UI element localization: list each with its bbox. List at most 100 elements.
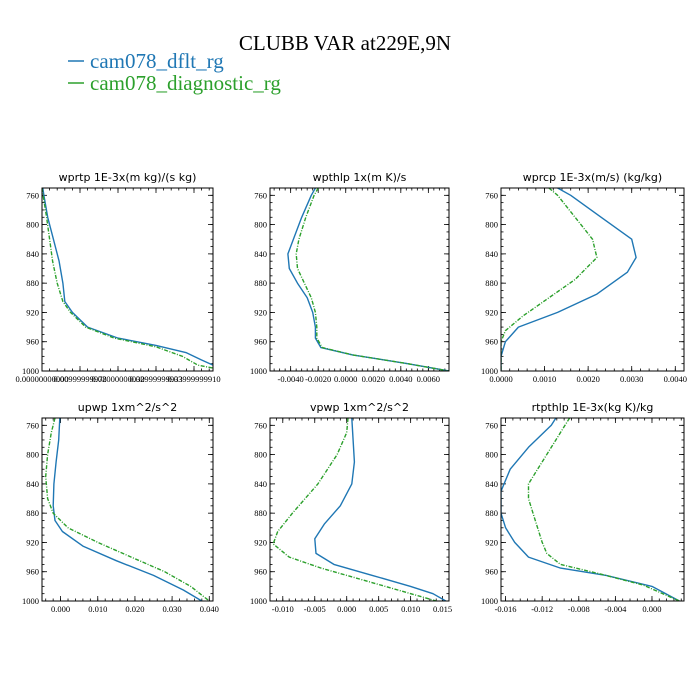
- plot-frame: [500, 417, 685, 602]
- x-tick-label: 0.02000000030: [91, 374, 144, 384]
- x-tick-label: 0.030: [163, 604, 182, 614]
- x-tick-label: 0.0040: [389, 374, 412, 384]
- y-tick-label: 800: [485, 450, 498, 460]
- panel-upwp: upwp 1xm^2/s^2 760 800 840 880 920 960 1000 0.00…: [22, 401, 219, 614]
- panel-vpwp: vpwp 1xm^2/s^2 760 800 840 880 920 960 1000 -0.0…: [250, 401, 452, 614]
- y-tick-label: 880: [26, 278, 39, 288]
- y-tick-label: 840: [254, 249, 267, 259]
- x-tick-label: -0.0040: [278, 374, 304, 384]
- x-tick-label: 0.0020: [576, 374, 599, 384]
- x-tick-label: -0.012: [531, 604, 553, 614]
- x-tick-label: -0.004: [604, 604, 627, 614]
- series-line-diagnostic: [42, 188, 213, 369]
- y-tick-label: 1000: [22, 596, 39, 606]
- y-tick-label: 960: [26, 337, 39, 347]
- y-tick-label: 760: [485, 190, 498, 200]
- x-tick-label: 0.00000000000: [15, 374, 68, 384]
- y-tick-label: 880: [254, 508, 267, 518]
- panel-wprtp: wprtp 1E-3x(m kg)/(s kg) 760 800 840 880 920 9…: [15, 171, 220, 384]
- y-tick-label: 920: [485, 537, 498, 547]
- y-tick-label: 960: [254, 337, 267, 347]
- y-tick-label: 960: [485, 567, 498, 577]
- x-tick-label: 0.015: [433, 604, 452, 614]
- y-tick-label: 1000: [250, 596, 267, 606]
- y-tick-label: 760: [26, 420, 39, 430]
- y-tick-label: 760: [26, 190, 39, 200]
- y-tick-label: 760: [254, 190, 267, 200]
- y-tick-label: 880: [254, 278, 267, 288]
- y-tick-label: 960: [26, 567, 39, 577]
- y-tick-label: 920: [485, 307, 498, 317]
- y-tick-label: 920: [26, 537, 39, 547]
- panel-title: vpwp 1xm^2/s^2: [310, 401, 409, 414]
- series-line-diagnostic: [45, 418, 210, 601]
- series-line-dflt: [52, 418, 203, 601]
- x-tick-label: 0.010: [88, 604, 107, 614]
- y-tick-label: 1000: [250, 366, 267, 376]
- x-tick-label: 0.03999999910: [167, 374, 220, 384]
- x-tick-label: -0.005: [304, 604, 326, 614]
- series-line-dflt: [501, 418, 680, 601]
- x-tick-label: 0.0040: [664, 374, 687, 384]
- y-tick-label: 880: [485, 508, 498, 518]
- x-tick-label: 0.040: [200, 604, 219, 614]
- figure-title: CLUBB VAR at229E,9N: [239, 31, 451, 55]
- panel-title: rtpthlp 1E-3x(kg K)/kg: [532, 401, 654, 414]
- x-tick-label: 0.00999999978: [53, 374, 106, 384]
- panel-wpthlp: wpthlp 1x(m K)/s 760 800 840 880 920 960 1000 -0…: [250, 171, 450, 384]
- x-tick-label: 0.000: [51, 604, 70, 614]
- series-line-diagnostic: [501, 188, 598, 371]
- plot-frame: [500, 187, 685, 372]
- y-tick-label: 800: [254, 220, 267, 230]
- x-tick-label: -0.008: [568, 604, 590, 614]
- y-tick-label: 840: [254, 479, 267, 489]
- legend-label-diagnostic: cam078_diagnostic_rg: [90, 71, 281, 95]
- y-tick-label: 840: [485, 479, 498, 489]
- panel-title: wpthlp 1x(m K)/s: [313, 171, 407, 184]
- y-tick-label: 1000: [481, 596, 498, 606]
- x-tick-label: 0.000: [642, 604, 661, 614]
- x-tick-label: 0.02999999933: [129, 374, 182, 384]
- series-line-dflt: [287, 188, 449, 371]
- y-tick-label: 800: [26, 220, 39, 230]
- x-tick-label: -0.016: [495, 604, 517, 614]
- x-tick-label: 0.000: [337, 604, 356, 614]
- y-tick-label: 960: [485, 337, 498, 347]
- y-tick-label: 880: [26, 508, 39, 518]
- y-tick-label: 880: [485, 278, 498, 288]
- x-tick-label: 0.010: [401, 604, 420, 614]
- y-tick-label: 920: [254, 307, 267, 317]
- y-tick-label: 760: [485, 420, 498, 430]
- legend: cam078_dflt_rg cam078_diagnostic_rg: [68, 49, 281, 95]
- panel-wprcp: wprcp 1E-3x(m/s) (kg/kg) 760 800 840 880 920 9…: [481, 171, 687, 384]
- x-tick-label: -0.010: [272, 604, 294, 614]
- y-tick-label: 800: [485, 220, 498, 230]
- y-tick-label: 800: [254, 450, 267, 460]
- y-tick-label: 800: [26, 450, 39, 460]
- y-tick-label: 840: [485, 249, 498, 259]
- series-line-dflt: [501, 188, 637, 371]
- series-line-diagnostic: [272, 418, 437, 601]
- series-line-dflt: [42, 188, 213, 366]
- x-tick-label: 0.0060: [417, 374, 440, 384]
- x-tick-label: 0.0000: [489, 374, 512, 384]
- y-tick-label: 840: [26, 249, 39, 259]
- y-tick-label: 760: [254, 420, 267, 430]
- y-tick-label: 1000: [481, 366, 498, 376]
- panel-title: wprcp 1E-3x(m/s) (kg/kg): [523, 171, 662, 184]
- panel-title: upwp 1xm^2/s^2: [78, 401, 178, 414]
- series-line-dflt: [314, 418, 447, 601]
- series-line-diagnostic: [527, 418, 680, 601]
- x-tick-label: 0.0030: [620, 374, 643, 384]
- x-tick-label: -0.0020: [305, 374, 331, 384]
- plot-frame: [269, 417, 450, 602]
- plot-frame: [41, 417, 214, 602]
- x-tick-label: 0.020: [125, 604, 144, 614]
- x-tick-label: 0.005: [369, 604, 388, 614]
- y-tick-label: 920: [254, 537, 267, 547]
- y-tick-label: 840: [26, 479, 39, 489]
- y-tick-label: 1000: [22, 366, 39, 376]
- series-line-diagnostic: [295, 188, 449, 371]
- legend-label-dflt: cam078_dflt_rg: [90, 49, 224, 73]
